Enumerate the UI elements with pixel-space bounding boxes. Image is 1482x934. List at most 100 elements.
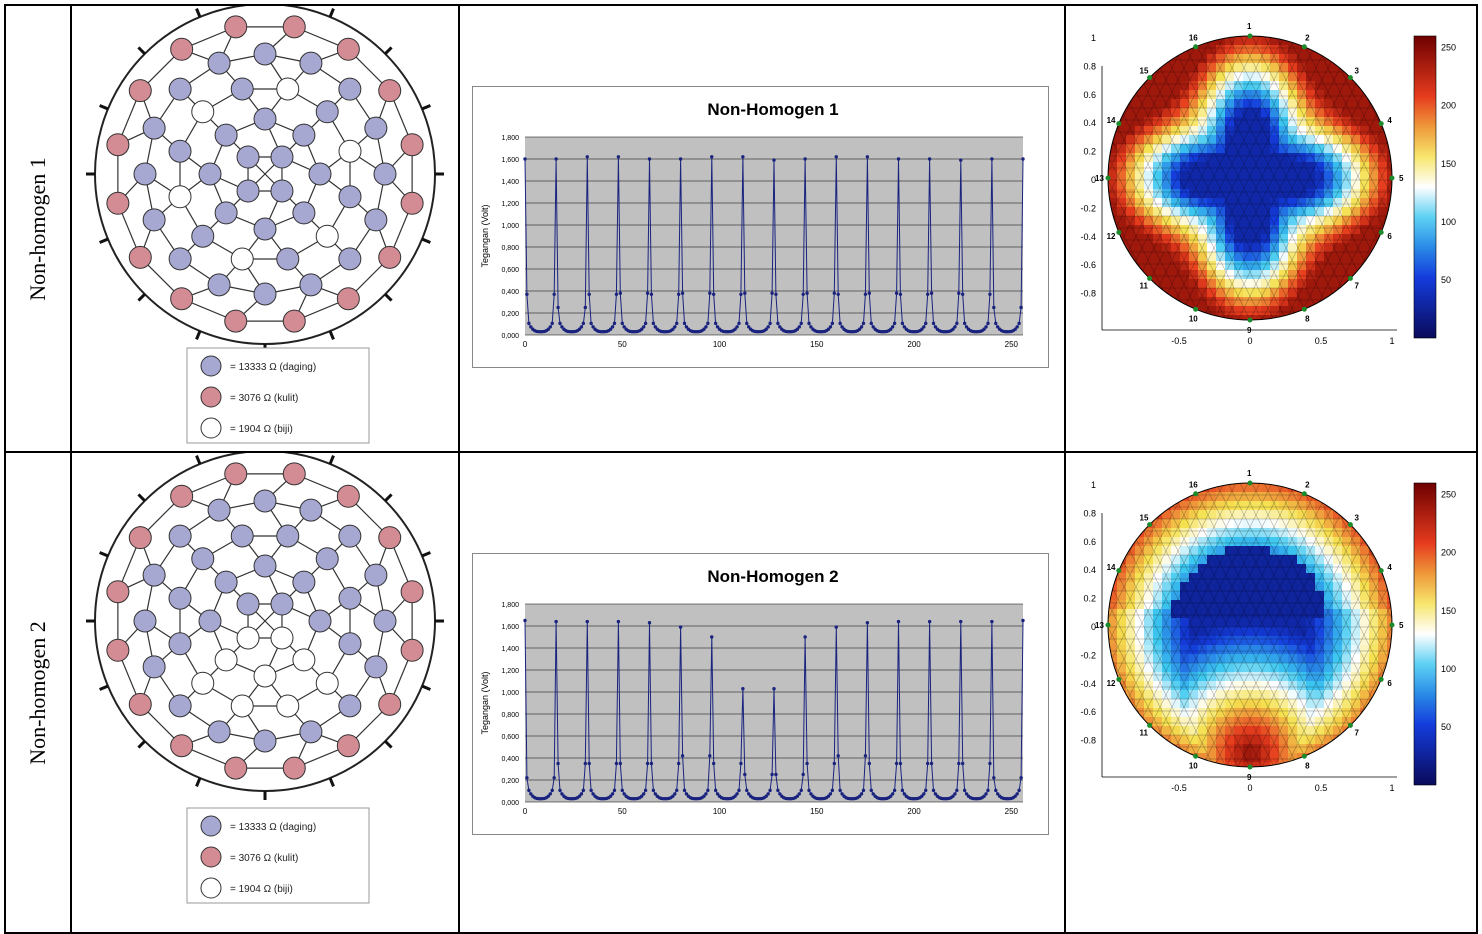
field-cell: [1261, 144, 1271, 154]
data-point: [984, 792, 988, 796]
field-cell: [1117, 288, 1127, 298]
field-cell: [1189, 672, 1199, 682]
field-cell: [1360, 492, 1370, 502]
field-cell: [1306, 699, 1316, 709]
field-cell: [1387, 252, 1392, 262]
field-cell: [1342, 672, 1352, 682]
field-cell: [1126, 654, 1136, 664]
field-cell: [1342, 189, 1352, 199]
y-axis-label: Tegangan (Volt): [480, 671, 490, 734]
field-cell: [1162, 99, 1172, 109]
mesh-line: [1108, 36, 1215, 320]
field-cell: [1135, 135, 1145, 145]
field-cell: [1387, 81, 1392, 91]
field-cell: [1369, 297, 1379, 307]
data-point: [795, 327, 800, 331]
electrode-marker: [1378, 568, 1384, 574]
field-cell: [1153, 126, 1163, 136]
x-tick-label: 100: [713, 340, 727, 349]
mesh-line: [1066, 483, 1068, 767]
field-cell: [1108, 600, 1118, 610]
field-cell: [1198, 672, 1208, 682]
field-cell: [1297, 663, 1307, 673]
field-cell: [1261, 690, 1271, 700]
field-cell: [1360, 681, 1370, 691]
field-cell: [1288, 753, 1298, 763]
x-tick-label: 50: [618, 340, 627, 349]
field-cell: [1117, 207, 1127, 217]
field-cell: [1180, 636, 1190, 646]
data-point: [708, 291, 712, 295]
field-cell: [1153, 744, 1163, 754]
data-point: [982, 327, 986, 331]
field-cell: [1279, 225, 1289, 235]
field-cell: [1252, 117, 1262, 127]
data-point: [929, 291, 934, 295]
field-cell: [1162, 306, 1172, 316]
data-point: [676, 292, 681, 296]
field-cell: [1189, 216, 1199, 226]
field-cell: [1306, 117, 1316, 127]
field-cell: [1270, 537, 1280, 547]
field-cell: [1144, 108, 1154, 118]
field-cell: [1108, 636, 1118, 646]
field-cell: [1135, 297, 1145, 307]
data-point: [1021, 618, 1025, 623]
field-cell: [1162, 144, 1172, 154]
field-cell: [1216, 144, 1226, 154]
field-cell: [1162, 564, 1172, 574]
field-cell: [1135, 501, 1145, 511]
field-cell: [1333, 45, 1343, 55]
field-cell: [1225, 681, 1235, 691]
field-cell: [1216, 546, 1226, 556]
field-cell: [1144, 744, 1154, 754]
mesh-node: [168, 586, 192, 610]
field-cell: [1171, 564, 1181, 574]
field-cell: [1243, 762, 1253, 767]
mesh-line: [1141, 483, 1285, 767]
data-point: [649, 292, 654, 296]
data-point: [550, 321, 554, 326]
field-cell: [1162, 555, 1172, 565]
field-cell: [1153, 582, 1163, 592]
field-cell: [1261, 162, 1271, 172]
electrode-marker: [1247, 33, 1253, 39]
field-cell: [1171, 627, 1181, 637]
mesh-node: [224, 309, 248, 333]
field-cell: [1189, 744, 1199, 754]
data-point: [927, 157, 932, 161]
field-cell: [1216, 270, 1226, 280]
field-cell: [1369, 609, 1379, 619]
chart-frame: Non-Homogen 1 0,000 0,200 0,400 0,600 0,800 1,…: [472, 86, 1049, 368]
field-cell: [1270, 501, 1280, 511]
field-cell: [1198, 198, 1208, 208]
field-cell: [1153, 546, 1163, 556]
field-cell: [1351, 117, 1361, 127]
field-cell: [1126, 153, 1136, 163]
field-cell: [1270, 270, 1280, 280]
field-cell: [1270, 744, 1280, 754]
field-cell: [1135, 537, 1145, 547]
field-cell: [1333, 555, 1343, 565]
field-cell: [1351, 126, 1361, 136]
field-cell: [1378, 537, 1388, 547]
mesh-node: [292, 648, 316, 672]
field-cell: [1162, 189, 1172, 199]
data-point: [743, 772, 747, 777]
field-cell: [1189, 717, 1199, 727]
field-cell: [1252, 636, 1262, 646]
field-cell: [1225, 672, 1235, 682]
field-cell: [1162, 627, 1172, 637]
data-point: [591, 792, 595, 796]
field-cell: [1225, 198, 1235, 208]
field-cell: [1252, 726, 1262, 736]
data-point: [838, 321, 842, 326]
field-cell: [1207, 306, 1217, 316]
field-cell: [1108, 762, 1118, 767]
field-cell: [1189, 81, 1199, 91]
field-cell: [1333, 681, 1343, 691]
field-cell: [1171, 153, 1181, 163]
data-point: [772, 158, 776, 162]
data-point: [828, 325, 833, 329]
field-cell: [1225, 501, 1235, 511]
